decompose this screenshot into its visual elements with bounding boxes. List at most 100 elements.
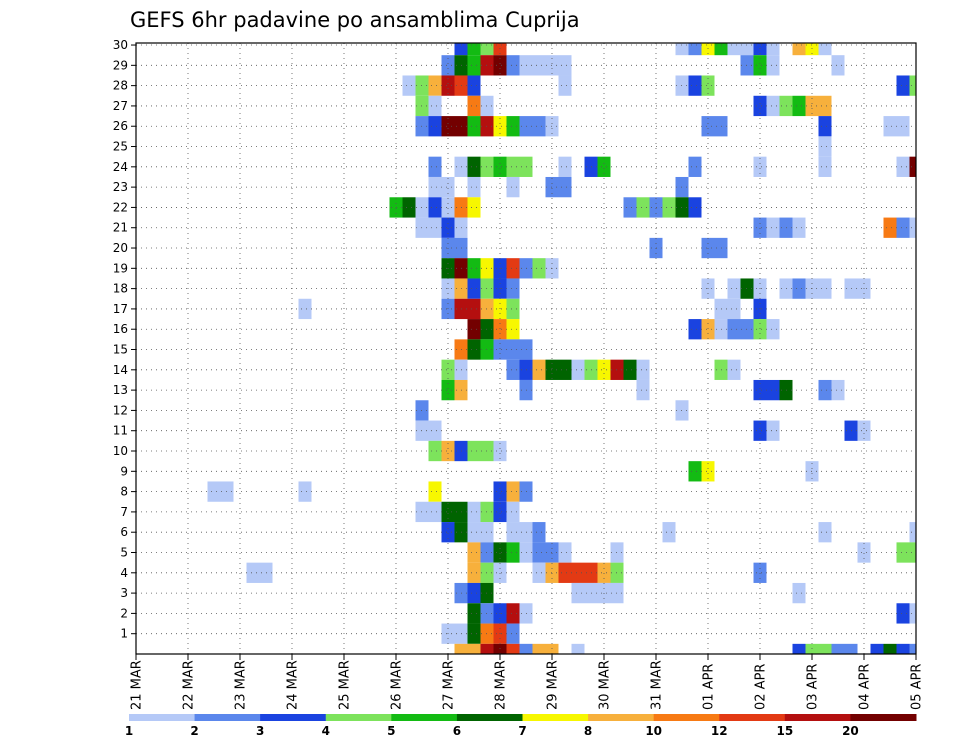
ensemble-cell [428,481,442,502]
ensemble-cell [792,217,806,238]
ensemble-cell [571,562,585,583]
ensemble-cell [467,603,481,624]
ensemble-cell [727,319,741,340]
x-tick-label: 22 MAR [182,660,197,710]
legend-swatch [850,714,917,721]
ensemble-cell [727,43,741,56]
legend-label: 2 [190,724,198,738]
ensemble-cell [467,258,481,279]
ensemble-cell [792,43,806,56]
ensemble-cell [636,379,650,401]
ensemble-cell [896,75,910,96]
ensemble-cells [207,43,916,654]
legend-swatch [784,714,851,721]
ensemble-cell [493,481,507,502]
ensemble-cell [844,643,858,654]
ensemble-cell [506,258,520,279]
ensemble-cell [428,176,442,198]
legend-label: 10 [645,724,662,738]
ensemble-cell [506,501,520,523]
ensemble-cell [818,116,832,137]
y-tick-label: 24 [113,160,128,174]
ensemble-cell [428,440,442,462]
ensemble-cell [753,55,767,76]
ensemble-cell [558,542,572,563]
ensemble-cell [506,623,520,644]
ensemble-cell [428,95,442,117]
ensemble-cell [766,95,780,117]
ensemble-cell [467,176,481,198]
ensemble-cell [753,562,767,583]
ensemble-cell [909,75,916,96]
ensemble-cell [688,319,702,340]
ensemble-cell [493,156,507,177]
ensemble-cell [467,643,481,654]
ensemble-cell [662,197,676,218]
y-tick-label: 23 [113,180,128,194]
ensemble-cell [792,278,806,299]
x-tick-label: 25 MAR [338,660,353,710]
ensemble-cell [896,116,910,137]
ensemble-cell [831,379,845,401]
ensemble-cell [506,319,520,340]
ensemble-cell [441,116,455,137]
ensemble-cell [571,643,585,654]
ensemble-cell [207,481,221,502]
ensemble-cell [896,542,910,563]
ensemble-cell [428,501,442,523]
ensemble-cell [727,278,741,299]
ensemble-cell [493,319,507,340]
ensemble-cell [571,582,585,604]
ensemble-cell [597,562,611,583]
ensemble-cell [428,420,442,441]
ensemble-cell [909,217,916,238]
ensemble-cell [558,562,572,583]
ensemble-cell [558,359,572,380]
ensemble-cell [753,43,767,56]
legend-swatch [325,714,392,721]
ensemble-cell [831,643,845,654]
y-tick-label: 8 [120,485,128,499]
ensemble-cell [467,319,481,340]
ensemble-cell [493,55,507,76]
x-tick-label: 21 MAR [130,660,145,710]
y-tick-label: 30 [113,38,128,52]
ensemble-cell [766,420,780,441]
y-tick-label: 25 [113,140,128,154]
ensemble-cell [428,116,442,137]
x-tick-label: 04 APR [858,664,873,710]
x-tick-label: 24 MAR [286,660,301,710]
y-tick-label: 19 [113,261,128,275]
x-tick-label: 02 APR [754,664,769,710]
legend-swatch [522,714,589,721]
ensemble-cell [493,440,507,462]
ensemble-cell [493,43,507,56]
ensemble-cell [506,481,520,502]
ensemble-cell [831,55,845,76]
y-tick-label: 6 [120,525,128,539]
ensemble-cell [896,156,910,177]
x-tick-label: 01 APR [702,664,717,710]
ensemble-cell [558,75,572,96]
ensemble-cell [857,542,871,563]
ensemble-cell [883,116,897,137]
ensemble-cell [753,217,767,238]
ensemble-cell [506,116,520,137]
ensemble-cell [519,643,533,654]
ensemble-cell [662,522,676,543]
ensemble-cell [597,156,611,177]
ensemble-cell [818,95,832,117]
y-tick-label: 2 [120,606,128,620]
y-tick-labels: 1234567891011121314151617181920212223242… [113,38,136,641]
legend-swatch [194,714,261,721]
chart-title: GEFS 6hr padavine po ansamblima Cuprija [130,8,580,32]
ensemble-cell [688,75,702,96]
y-tick-label: 16 [113,322,128,336]
y-tick-label: 21 [113,221,128,235]
legend-swatch [391,714,458,721]
ensemble-cell [441,359,455,380]
y-tick-label: 15 [113,343,128,357]
x-tick-label: 05 APR [910,664,925,710]
ensemble-cell [870,643,884,654]
